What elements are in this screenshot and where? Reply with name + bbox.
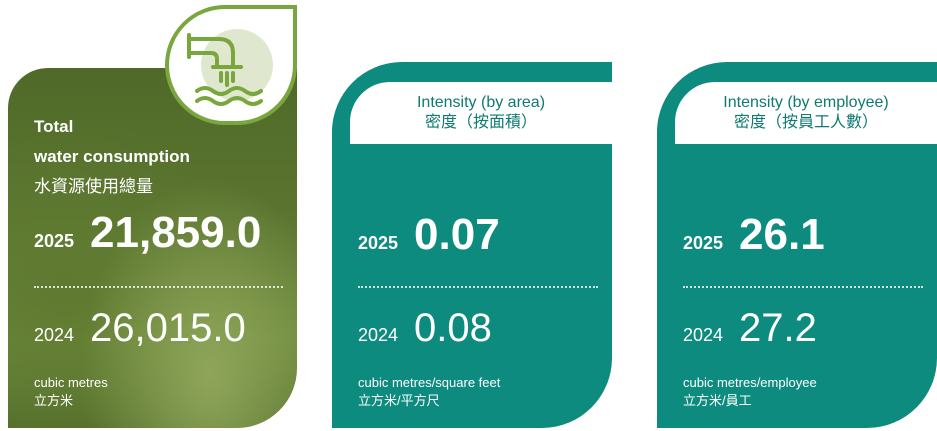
icon-graphic <box>187 29 273 106</box>
unit-line: 立方米 <box>34 393 74 408</box>
title-line: 密度（按面積） <box>424 114 537 131</box>
divider <box>683 286 923 288</box>
card-header: Intensity (by area) 密度（按面積） <box>350 82 612 144</box>
title-line: water consumption <box>34 147 190 166</box>
row-previous: 2024 27.2 <box>683 306 817 351</box>
value: 27.2 <box>739 306 817 350</box>
value: 21,859.0 <box>90 208 262 257</box>
title-line: 密度（按員工人數） <box>733 114 878 131</box>
year: 2025 <box>358 233 399 253</box>
row-current: 2025 26.1 <box>683 210 825 260</box>
card: Intensity (by employee) 密度（按員工人數） 2025 26.… <box>657 62 937 428</box>
unit-line: cubic metres/square feet <box>358 375 501 390</box>
unit: cubic metres/employee 立方米/員工 <box>683 374 817 410</box>
unit: cubic metres 立方米 <box>34 374 108 410</box>
year: 2025 <box>683 233 724 253</box>
row-current: 2025 21,859.0 <box>34 208 261 258</box>
unit-line: 立方米/平方尺 <box>358 393 440 408</box>
water-icon <box>165 5 297 125</box>
card: Intensity (by area) 密度（按面積） 2025 0.07 2024… <box>332 62 612 428</box>
card: Total water consumption 水資源使用總量 2025 21,8… <box>8 68 297 428</box>
title-line: 水資源使用總量 <box>34 177 153 196</box>
title-line: Intensity (by area) <box>416 94 546 111</box>
value: 26.1 <box>739 210 825 259</box>
title-line: Total <box>34 117 74 136</box>
card-header: Intensity (by employee) 密度（按員工人數） <box>675 82 937 144</box>
divider <box>34 286 283 288</box>
divider <box>358 286 598 288</box>
unit: cubic metres/square feet 立方米/平方尺 <box>358 374 500 410</box>
unit-line: cubic metres <box>34 375 108 390</box>
value: 26,015.0 <box>90 306 246 350</box>
row-previous: 2024 0.08 <box>358 306 492 351</box>
year: 2025 <box>34 231 75 251</box>
title-line: Intensity (by employee) <box>723 94 889 111</box>
row-current: 2025 0.07 <box>358 210 500 260</box>
row-previous: 2024 26,015.0 <box>34 306 246 351</box>
unit-line: 立方米/員工 <box>683 393 752 408</box>
value: 0.07 <box>414 210 500 259</box>
year: 2024 <box>683 325 724 345</box>
unit-line: cubic metres/employee <box>683 375 817 390</box>
value: 0.08 <box>414 306 492 350</box>
year: 2024 <box>358 325 399 345</box>
year: 2024 <box>34 325 75 345</box>
card-title: Total water consumption 水資源使用總量 <box>34 112 190 202</box>
